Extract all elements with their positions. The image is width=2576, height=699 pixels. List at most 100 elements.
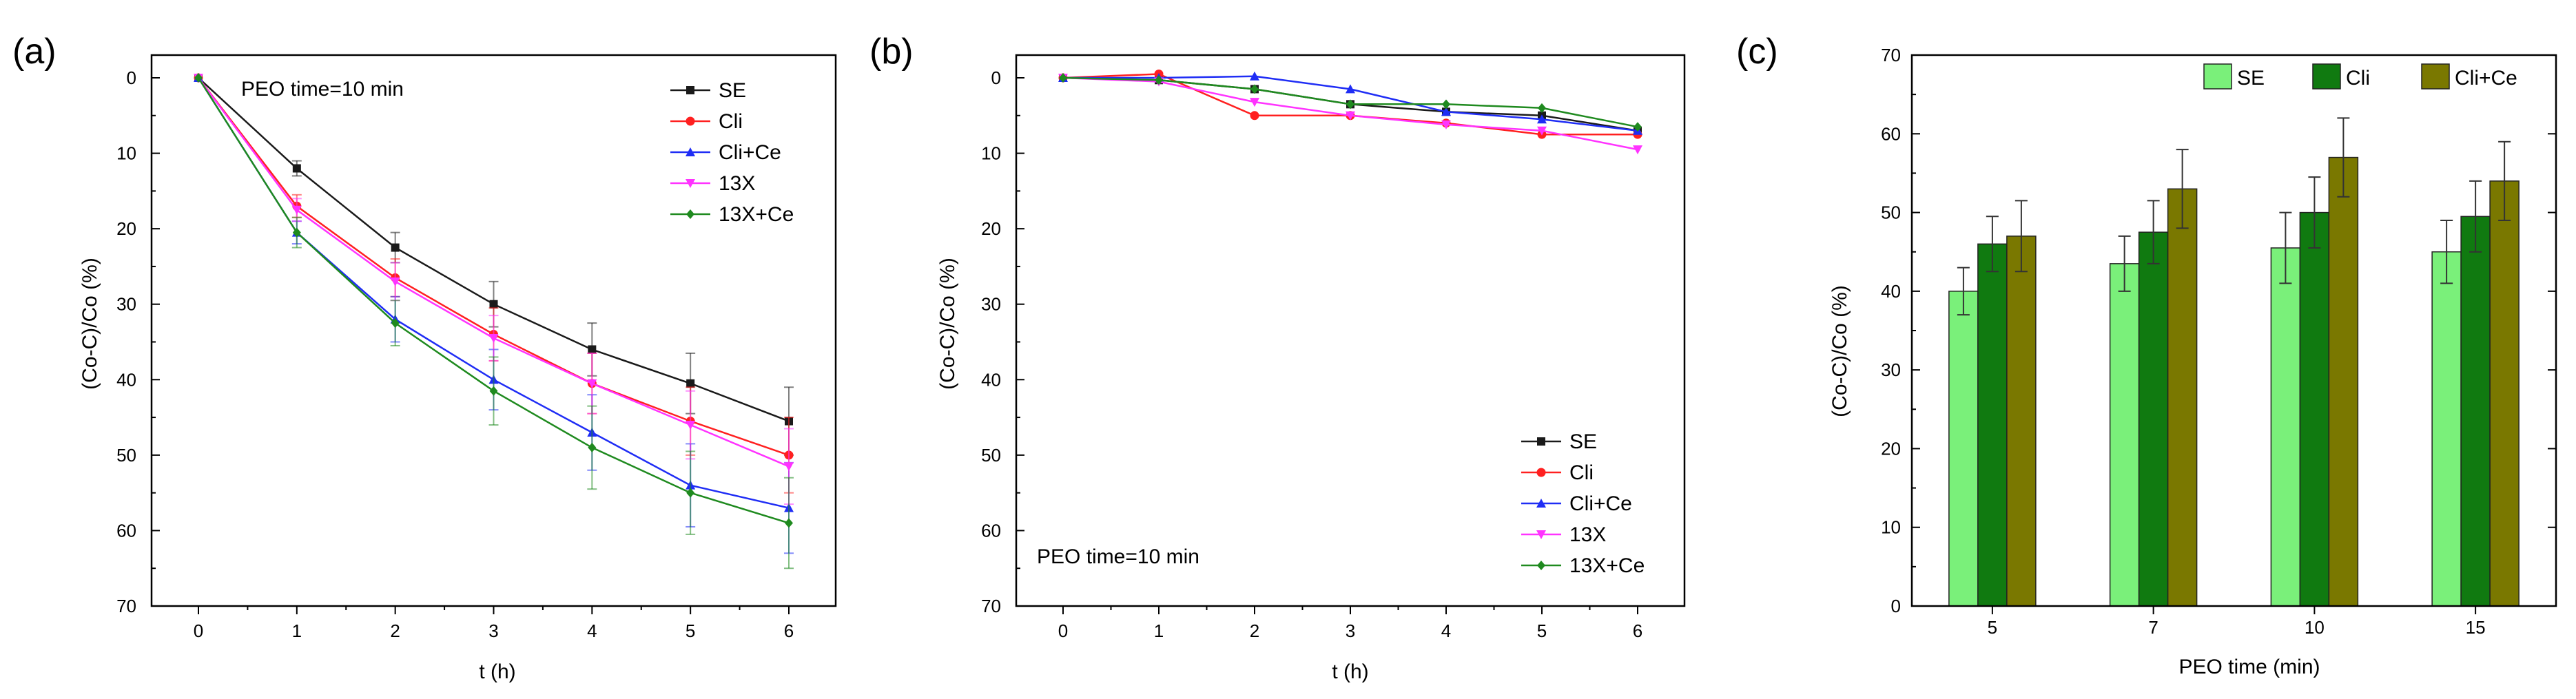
tick-label: 30	[116, 294, 136, 315]
data-point	[292, 227, 301, 238]
panel-c-ticks: 0 10 20 30 40 50 60 70 5 7 10 15	[1881, 45, 2556, 638]
panel-a-annotation: PEO time=10 min	[241, 78, 404, 101]
panel-b-annotation: PEO time=10 min	[1037, 545, 1199, 568]
legend-entry: SE	[1521, 430, 1597, 453]
tick-label: 0	[194, 620, 203, 641]
legend-swatch	[2312, 63, 2341, 90]
tick-label: 6	[1633, 620, 1642, 641]
bar-se	[2270, 247, 2301, 607]
tick-label: 40	[1881, 281, 1901, 302]
panel-c-plot-frame	[1910, 54, 2557, 607]
data-point	[291, 205, 302, 215]
tick-label: 20	[981, 218, 1001, 239]
legend-label: Cli	[2346, 67, 2370, 90]
bar-se	[2109, 263, 2140, 607]
panel-c-series	[1948, 117, 2520, 607]
tick-label: 70	[981, 596, 1001, 616]
panel-a-xlabel: t (h)	[479, 660, 515, 683]
legend-entry: 13X+Ce	[1521, 554, 1645, 577]
panel-c-xlabel: PEO time (min)	[2178, 656, 2320, 678]
tick-label: 60	[116, 520, 136, 541]
tick-label: 10	[1881, 517, 1901, 538]
tick-label: 1	[1154, 620, 1164, 641]
data-point	[489, 386, 498, 396]
legend-label: Cli	[1569, 461, 1594, 484]
legend-label: 13X	[1569, 523, 1606, 546]
legend-label: 13X+Ce	[1569, 554, 1645, 577]
tick-label: 15	[2466, 617, 2486, 638]
panel-c-ylabel: (Co-C)/Co (%)	[1828, 285, 1851, 417]
panel-a-ticks: 0 10 20 30 40 50 60 70 0 1 2 3 4 5 6	[116, 67, 794, 641]
tick-label: 40	[981, 369, 1001, 390]
data-point	[1536, 530, 1546, 539]
data-point	[390, 277, 400, 286]
data-point	[1250, 71, 1259, 81]
data-point	[686, 209, 694, 219]
bar-cli-ce	[2328, 156, 2359, 607]
data-point	[1346, 111, 1355, 121]
panel-b-legend: SE Cli Cli+Ce 13X 13X+Ce	[1521, 430, 1645, 577]
legend-label: SE	[2237, 67, 2265, 90]
legend-label: Cli+Ce	[2455, 67, 2517, 90]
panel-b-ticks: 0 10 20 30 40 50 60 70 0 1 2 3 4 5 6	[981, 67, 1642, 641]
data-point	[1537, 126, 1547, 136]
data-point	[194, 73, 203, 83]
legend-entry: Cli+Ce	[670, 141, 781, 164]
data-point	[1537, 561, 1545, 570]
data-point	[488, 334, 499, 344]
tick-label: 2	[390, 620, 400, 641]
legend-entry: Cli	[1521, 461, 1594, 484]
panel-b: (b) PEO time=10 min t (h) (Co-C)/Co (%) …	[869, 32, 1686, 683]
series-13x-ce	[1059, 73, 1642, 132]
tick-label: 0	[1058, 620, 1068, 641]
tick-label: 10	[2305, 617, 2325, 638]
data-point	[686, 86, 694, 94]
data-point	[784, 462, 794, 472]
data-point	[1250, 84, 1259, 94]
tick-label: 70	[116, 596, 136, 616]
data-point	[1250, 111, 1259, 121]
bar-se	[2431, 251, 2462, 607]
legend-swatch	[2421, 63, 2450, 90]
panel-a: (a) PEO time=10 min t (h) (Co-C)/Co (%) …	[12, 32, 837, 683]
panel-a-label: (a)	[12, 32, 56, 72]
series-13x-ce	[194, 73, 794, 570]
panel-b-ylabel: (Co-C)/Co (%)	[936, 258, 959, 390]
tick-label: 3	[1346, 620, 1355, 641]
data-point	[1346, 99, 1354, 109]
bar-cli-ce	[2167, 188, 2198, 607]
tick-label: 70	[1881, 45, 1901, 65]
data-point	[686, 421, 696, 430]
tick-label: 5	[1988, 617, 1997, 638]
bar-cli	[2299, 211, 2330, 607]
data-point	[785, 518, 793, 528]
legend-entry: SE	[670, 79, 746, 102]
tick-label: 0	[127, 67, 136, 88]
legend-label: SE	[1569, 430, 1597, 453]
tick-label: 4	[587, 620, 597, 641]
data-point	[1538, 103, 1546, 113]
legend-entry: Cli	[2312, 63, 2370, 90]
tick-label: 60	[1881, 123, 1901, 144]
tick-label: 40	[116, 369, 136, 390]
panel-b-label: (b)	[869, 32, 914, 72]
legend-label: Cli+Ce	[719, 141, 781, 164]
panel-a-series	[194, 73, 794, 570]
data-point	[588, 442, 597, 452]
legend-entry: 13X	[670, 172, 755, 195]
tick-label: 60	[981, 520, 1001, 541]
data-point	[587, 379, 597, 388]
legend-label: SE	[719, 79, 746, 102]
legend-swatch	[2203, 63, 2232, 90]
tick-label: 20	[116, 218, 136, 239]
panel-c-label: (c)	[1736, 32, 1778, 72]
data-point	[686, 488, 695, 498]
bar-cli	[1977, 243, 2008, 607]
data-point	[1441, 120, 1451, 129]
tick-label: 10	[981, 143, 1001, 164]
data-point	[292, 164, 301, 173]
tick-label: 4	[1441, 620, 1451, 641]
panel-b-plot-frame	[1015, 54, 1686, 607]
legend-label: 13X+Ce	[719, 203, 794, 226]
